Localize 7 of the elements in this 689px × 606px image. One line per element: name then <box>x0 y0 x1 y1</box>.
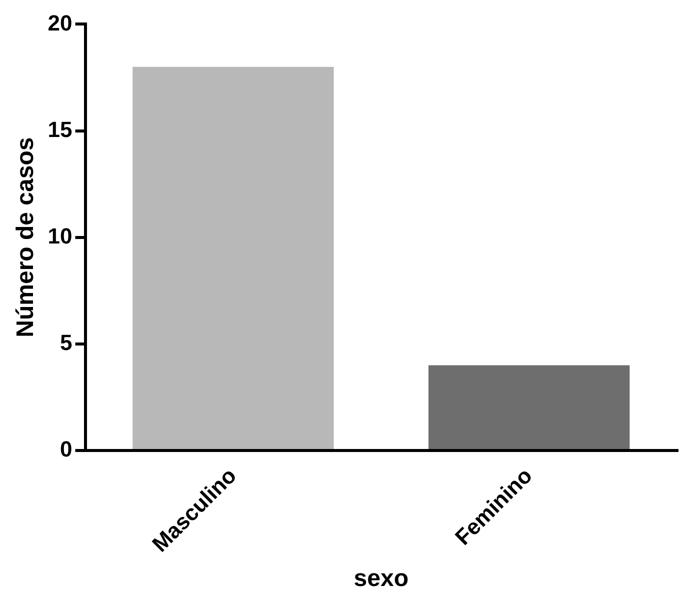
y-tick-label: 20 <box>48 10 72 36</box>
y-tick-label: 15 <box>48 116 72 142</box>
y-axis-title: Número de casos <box>12 137 40 338</box>
x-axis-title: sexo <box>354 565 408 592</box>
y-tick-label: 10 <box>48 223 72 248</box>
y-tick-label: 0 <box>60 436 72 462</box>
y-tick-label: 5 <box>60 330 72 355</box>
